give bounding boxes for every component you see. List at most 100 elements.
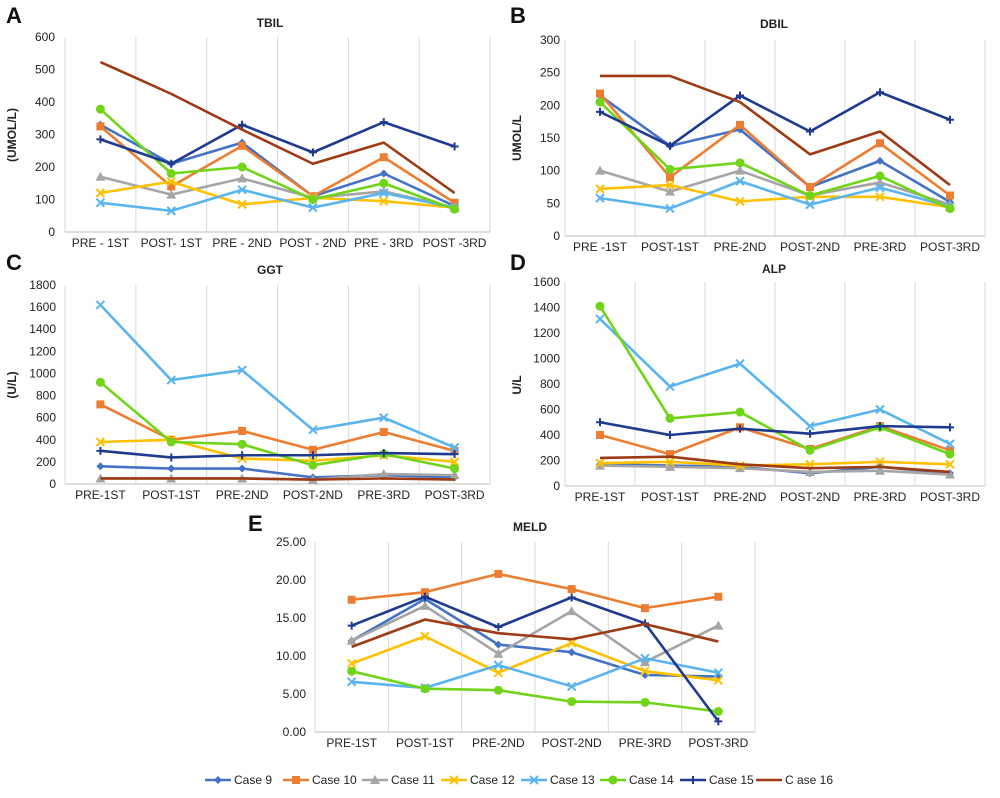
x-tick-label: PRE - 1ST (72, 236, 130, 250)
series-line (99, 108, 456, 211)
data-point (713, 675, 724, 686)
x-tick-label: POST -3RD (423, 236, 487, 250)
legend-item: Case 10 (283, 773, 357, 787)
data-point (166, 169, 176, 178)
y-tick-label: 50 (547, 196, 561, 210)
data-point (95, 437, 106, 447)
data-point (736, 91, 744, 100)
panel-e: E MELD 0.00 5.00 10.00 15.00 20.00 25.00 PRE-1ST… (248, 511, 756, 750)
data-point (666, 450, 674, 459)
series-line (599, 90, 951, 148)
data-point (640, 657, 650, 667)
x-tick-label: PRE-3RD (619, 736, 672, 750)
data-point (566, 638, 577, 648)
data-point (346, 677, 357, 687)
data-point (735, 158, 745, 168)
data-point (379, 178, 389, 188)
y-tick-label: 150 (540, 131, 560, 145)
data-point (166, 206, 176, 216)
data-point (806, 429, 814, 438)
x-tick-label: POST-1ST (641, 240, 700, 254)
panel-letter: C (6, 250, 22, 275)
series-line (99, 403, 455, 453)
series-line (599, 94, 951, 204)
data-point (450, 204, 460, 214)
y-tick-label: 600 (540, 403, 560, 417)
data-point (420, 600, 430, 610)
y-tick-label: 0 (553, 479, 560, 493)
data-point (237, 185, 247, 195)
data-point (595, 165, 605, 175)
y-tick-label: 1200 (29, 344, 56, 358)
series-c-ase-16 (99, 60, 456, 195)
x-tick-label: POST-2ND (542, 736, 602, 750)
series-c-ase-16 (351, 618, 719, 649)
y-tick-label: 400 (540, 428, 560, 442)
data-point (95, 377, 105, 387)
data-point (347, 666, 357, 676)
data-point (595, 314, 605, 324)
series-case-10 (596, 89, 954, 200)
data-point (596, 418, 604, 427)
series-line (351, 604, 719, 664)
series-line (351, 634, 719, 682)
data-point (95, 300, 106, 310)
data-point (449, 457, 460, 467)
legend-label: Case 13 (550, 773, 595, 787)
data-point (806, 183, 814, 191)
panel-letter: A (6, 3, 22, 28)
series-case-12 (346, 631, 724, 686)
data-point (805, 445, 815, 455)
data-point (567, 593, 576, 602)
data-point (379, 169, 388, 178)
data-point (665, 381, 675, 392)
data-point (665, 180, 675, 190)
data-point (96, 135, 105, 144)
data-point (450, 450, 459, 459)
data-point (736, 120, 744, 129)
y-tick-label: 5.00 (283, 687, 307, 701)
x-tick-label: PRE-1ST (75, 488, 126, 502)
panel-a: A TBIL (UMOL/L) 0 100 200 300 400 500 600 PRE - 1S… (5, 3, 491, 250)
data-point (167, 159, 176, 168)
data-point (714, 717, 723, 726)
legend-label: Case 12 (470, 773, 515, 787)
y-tick-label: 1600 (533, 275, 560, 289)
data-point (596, 89, 604, 98)
data-point (945, 204, 955, 214)
x-tick-label: PRE-1ST (575, 490, 626, 504)
data-point (95, 198, 106, 208)
x-tick-label: PRE -1ST (573, 240, 628, 254)
panel-b: B DBIL UMOL/L 0 50 100 150 200 250 300 PRE -1ST POS… (510, 3, 986, 254)
data-point (665, 186, 675, 196)
series-c-ase-16 (599, 455, 951, 474)
series-case-13 (595, 314, 955, 449)
data-point (379, 118, 388, 127)
series-line (351, 669, 719, 713)
data-point (713, 620, 724, 630)
data-point (238, 451, 247, 460)
y-tick-label: 0 (553, 229, 560, 243)
data-point (493, 660, 504, 670)
y-tick-label: 300 (540, 33, 560, 47)
series-line (100, 175, 455, 209)
y-tick-label: 1400 (29, 322, 56, 336)
x-tick-label: PRE-1ST (326, 736, 377, 750)
data-point (666, 141, 674, 150)
series-line (599, 92, 951, 197)
series-line (351, 572, 719, 610)
series-case-10 (347, 569, 723, 613)
data-point (713, 668, 724, 678)
legend-marker (214, 776, 222, 784)
data-point (96, 122, 105, 131)
data-point (946, 191, 954, 200)
data-point (567, 697, 577, 707)
data-point (494, 640, 503, 649)
data-point (666, 173, 674, 182)
data-point (713, 706, 723, 716)
data-point (379, 428, 388, 437)
x-tick-label: PRE-3RD (854, 490, 907, 504)
data-point (379, 449, 388, 458)
legend-item: Case 15 (680, 773, 754, 787)
x-tick-label: POST-2ND (780, 240, 840, 254)
